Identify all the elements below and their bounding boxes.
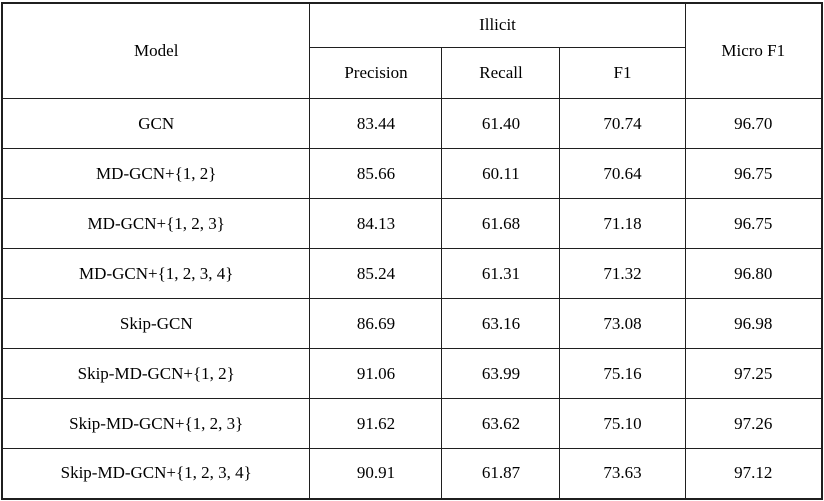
micro-f1-cell: 97.25 (684, 348, 823, 399)
precision-cell: 90.91 (309, 448, 443, 499)
recall-cell: 61.31 (441, 248, 561, 299)
table-row: MD-GCN+{1, 2, 3} 84.13 61.68 71.18 96.75 (1, 198, 823, 249)
micro-f1-cell: 96.98 (684, 298, 823, 349)
f1-cell: 75.10 (559, 398, 686, 449)
column-header-micro-f1: Micro F1 (684, 2, 823, 99)
column-header-precision: Precision (309, 47, 443, 99)
header-row-sub: Precision Recall F1 (2, 47, 822, 99)
micro-f1-cell: 96.70 (684, 98, 823, 149)
f1-cell: 71.18 (559, 198, 686, 249)
recall-cell: 61.40 (441, 98, 561, 149)
f1-cell: 70.64 (559, 148, 686, 199)
recall-cell: 61.87 (441, 448, 561, 499)
precision-cell: 85.24 (309, 248, 443, 299)
recall-cell: 63.99 (441, 348, 561, 399)
column-header-recall: Recall (441, 47, 561, 99)
table-row: GCN 83.44 61.40 70.74 96.70 (1, 98, 823, 149)
precision-cell: 86.69 (309, 298, 443, 349)
micro-f1-cell: 97.12 (684, 448, 823, 499)
f1-cell: 70.74 (559, 98, 686, 149)
recall-cell: 61.68 (441, 198, 561, 249)
model-cell: Skip-GCN (1, 298, 311, 349)
recall-cell: 63.16 (441, 298, 561, 349)
model-cell: GCN (1, 98, 311, 149)
precision-cell: 91.06 (309, 348, 443, 399)
micro-f1-cell: 97.26 (684, 398, 823, 449)
precision-cell: 83.44 (309, 98, 443, 149)
table-row: Skip-MD-GCN+{1, 2, 3} 91.62 63.62 75.10 … (1, 398, 823, 449)
f1-cell: 71.32 (559, 248, 686, 299)
table-row: Skip-MD-GCN+{1, 2, 3, 4} 90.91 61.87 73.… (1, 448, 823, 499)
column-header-model: Model (1, 2, 311, 99)
f1-cell: 75.16 (559, 348, 686, 399)
column-header-f1: F1 (559, 47, 686, 99)
recall-cell: 63.62 (441, 398, 561, 449)
table-row: MD-GCN+{1, 2, 3, 4} 85.24 61.31 71.32 96… (1, 248, 823, 299)
precision-cell: 84.13 (309, 198, 443, 249)
model-cell: MD-GCN+{1, 2, 3, 4} (1, 248, 311, 299)
table-row: MD-GCN+{1, 2} 85.66 60.11 70.64 96.75 (1, 148, 823, 199)
precision-cell: 85.66 (309, 148, 443, 199)
model-cell: MD-GCN+{1, 2, 3} (1, 198, 311, 249)
model-cell: MD-GCN+{1, 2} (1, 148, 311, 199)
column-group-header-illicit: Illicit (309, 2, 686, 48)
model-cell: Skip-MD-GCN+{1, 2, 3, 4} (1, 448, 311, 499)
micro-f1-cell: 96.75 (684, 198, 823, 249)
f1-cell: 73.08 (559, 298, 686, 349)
model-cell: Skip-MD-GCN+{1, 2} (1, 348, 311, 399)
table-row: Skip-GCN 86.69 63.16 73.08 96.98 (1, 298, 823, 349)
micro-f1-cell: 96.80 (684, 248, 823, 299)
micro-f1-cell: 96.75 (684, 148, 823, 199)
model-cell: Skip-MD-GCN+{1, 2, 3} (1, 398, 311, 449)
f1-cell: 73.63 (559, 448, 686, 499)
table-row: Skip-MD-GCN+{1, 2} 91.06 63.99 75.16 97.… (1, 348, 823, 399)
header-row-group: Model Illicit Micro F1 (1, 2, 823, 99)
precision-cell: 91.62 (309, 398, 443, 449)
recall-cell: 60.11 (441, 148, 561, 199)
